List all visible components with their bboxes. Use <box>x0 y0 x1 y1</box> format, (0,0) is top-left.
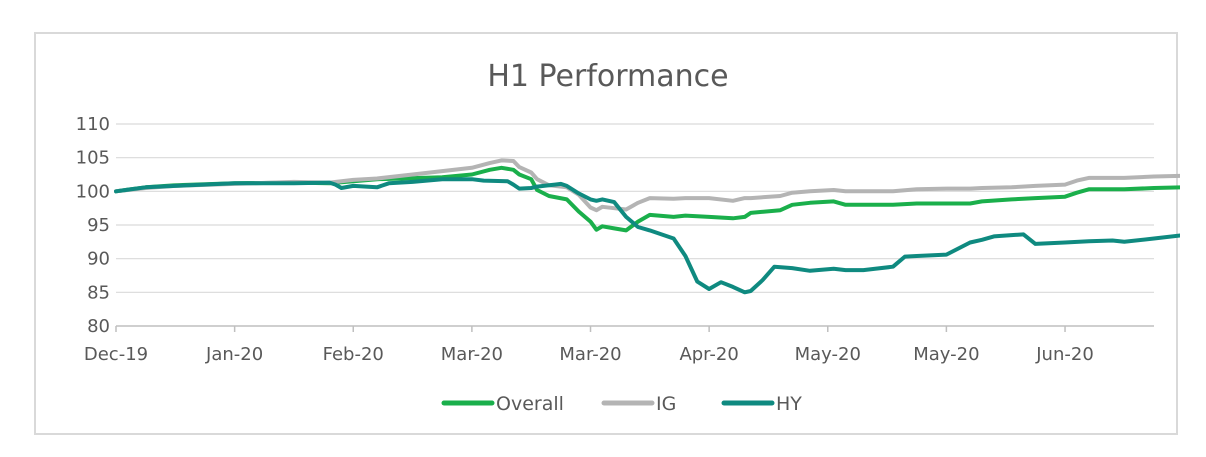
x-tick-label: Apr-20 <box>679 344 738 365</box>
y-tick-label: 100 <box>76 181 110 202</box>
y-tick-label: 105 <box>76 148 110 169</box>
grid-layer <box>116 123 1154 293</box>
x-tick-label: Mar-20 <box>441 344 503 365</box>
legend-label-overall: Overall <box>496 393 564 415</box>
x-tick-label: May-20 <box>795 344 861 365</box>
legend-label-ig: IG <box>656 393 676 415</box>
y-tick-label: 80 <box>87 316 110 337</box>
y-tick-label: 110 <box>76 114 110 135</box>
x-tick-label: Feb-20 <box>323 344 384 365</box>
y-tick-label: 95 <box>87 215 110 236</box>
series-line-hy <box>114 177 1180 295</box>
x-tick-label: Jun-20 <box>1035 344 1094 365</box>
axis-layer: 80 85 90 95 100 105 110 Dec-19 Jan-20 Feb-20 Mar-2… <box>76 114 1154 365</box>
line-chart: H1 Performance 80 85 90 95 100 105 110 Dec-19 Ja… <box>76 59 1180 415</box>
x-tick-label: May-20 <box>913 344 979 365</box>
series-line-overall <box>114 165 1180 233</box>
chart-frame: H1 Performance 80 85 90 95 100 105 110 Dec-19 Ja… <box>34 32 1180 435</box>
series-line-ig <box>114 158 1180 213</box>
legend-label-hy: HY <box>776 393 802 415</box>
y-tick-label: 85 <box>87 282 110 303</box>
x-tick-label: Jan-20 <box>205 344 263 365</box>
legend: Overall IG HY <box>441 393 802 415</box>
chart-title: H1 Performance <box>487 59 728 94</box>
x-tick-label: Mar-20 <box>559 344 621 365</box>
y-tick-label: 90 <box>87 249 110 270</box>
series-layer <box>114 158 1180 295</box>
x-tick-label: Dec-19 <box>84 344 148 365</box>
